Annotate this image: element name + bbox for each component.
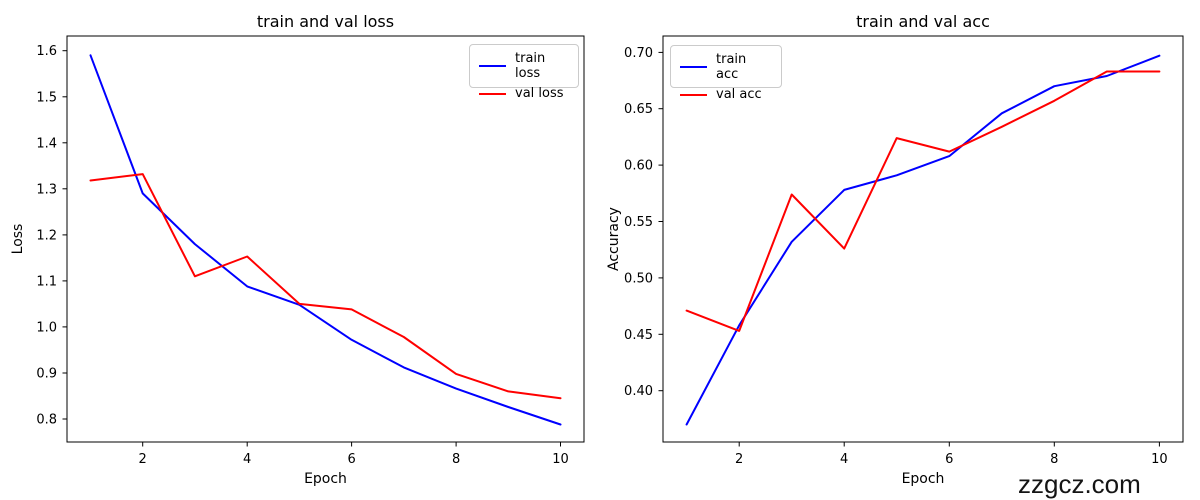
y-tick-label: 0.55: [624, 215, 653, 230]
legend-loss: train loss val loss: [469, 44, 579, 101]
legend-label-val-acc: val acc: [716, 87, 762, 102]
train-acc-line-swatch: [680, 66, 707, 68]
val-series-line: [89, 173, 562, 400]
chart-title: train and val acc: [856, 12, 990, 31]
x-tick-label: 8: [1050, 452, 1058, 467]
train-series-line: [89, 54, 562, 426]
y-tick-label: 0.70: [624, 46, 653, 61]
y-tick-label: 1.6: [36, 44, 57, 59]
x-tick-label: 6: [347, 452, 355, 467]
y-tick-label: 0.60: [624, 159, 653, 174]
legend-item-train-loss: train loss: [479, 51, 569, 81]
x-tick-label: 10: [1151, 452, 1168, 467]
legend-label-train-loss: train loss: [515, 51, 546, 81]
y-axis-label: Loss: [10, 224, 26, 255]
x-axis-label: Epoch: [304, 471, 347, 487]
val-acc-line-swatch: [680, 93, 707, 96]
legend-item-val-acc: val acc: [680, 87, 772, 102]
legend-label-val-loss: val loss: [515, 86, 564, 101]
y-tick-label: 0.50: [624, 271, 653, 286]
x-tick-label: 2: [139, 452, 147, 467]
legend-item-train-acc: train acc: [680, 52, 772, 82]
train-series-line: [685, 54, 1161, 426]
x-tick-label: 6: [945, 452, 953, 467]
y-tick-label: 1.4: [36, 136, 57, 151]
chart-title: train and val loss: [257, 12, 394, 31]
y-tick-label: 0.65: [624, 102, 653, 117]
y-tick-label: 0.8: [36, 413, 57, 428]
val-loss-line-swatch: [479, 92, 506, 95]
y-tick-label: 0.40: [624, 384, 653, 399]
y-tick-label: 1.2: [36, 228, 57, 243]
train-loss-line-swatch: [479, 65, 506, 67]
y-tick-label: 1.5: [36, 90, 57, 105]
watermark: zzgcz.com: [1018, 469, 1141, 499]
plot-border: [66, 35, 585, 443]
x-tick-label: 10: [552, 452, 569, 467]
y-tick-label: 0.9: [36, 367, 57, 382]
x-axis-label: Epoch: [902, 471, 945, 487]
plot-border: [662, 35, 1184, 443]
legend-item-val-loss: val loss: [479, 86, 569, 101]
y-tick-label: 1.0: [36, 320, 57, 335]
x-tick-label: 8: [452, 452, 460, 467]
y-tick-label: 1.3: [36, 182, 57, 197]
x-tick-label: 4: [243, 452, 251, 467]
legend-label-train-acc: train acc: [716, 52, 747, 82]
legend-acc: train acc val acc: [670, 45, 782, 102]
x-tick-label: 2: [735, 452, 743, 467]
y-axis-label: Accuracy: [606, 207, 622, 271]
x-tick-label: 4: [840, 452, 848, 467]
y-tick-label: 0.45: [624, 328, 653, 343]
val-series-line: [685, 70, 1161, 332]
y-tick-label: 1.1: [36, 274, 57, 289]
